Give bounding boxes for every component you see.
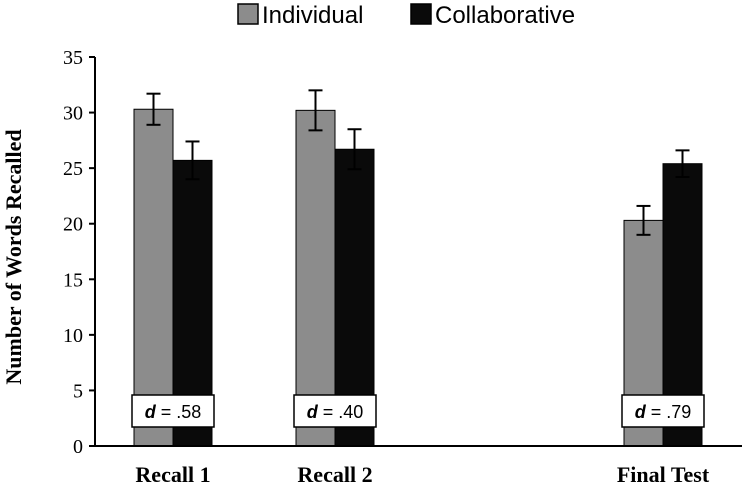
bars [133, 108, 703, 447]
legend: Individual Collaborative [237, 2, 575, 29]
y-tick-label: 15 [63, 269, 83, 291]
y-tick-label: 0 [73, 436, 83, 458]
y-tick-label: 5 [73, 380, 83, 402]
legend-label-collaborative: Collaborative [435, 2, 575, 29]
x-category-label: Recall 1 [135, 462, 210, 487]
effect-size-symbol: d [307, 402, 319, 422]
x-category-label: Recall 2 [297, 462, 372, 487]
y-tick-label: 25 [63, 158, 83, 180]
effect-size-label: d = .58 [145, 402, 202, 422]
legend-swatch-collaborative [410, 3, 432, 25]
bar-individual-recall-1 [133, 108, 174, 447]
y-axis-label: Number of Words Recalled [1, 129, 26, 384]
y-tick-label: 20 [63, 214, 83, 236]
effect-size-label: d = .40 [307, 402, 364, 422]
effect-size-box [131, 394, 215, 428]
x-category-label: Final Test [617, 462, 710, 487]
effect-size-symbol: d [635, 402, 647, 422]
effect-size-box [621, 394, 705, 428]
effect-size-box [293, 394, 377, 428]
x-axis-labels: Recall 1 Recall 2 Final Test [135, 462, 709, 487]
effect-size-annotations: d = .58 d = .40 d = .79 [131, 394, 705, 428]
y-axis-ticks: 0 5 10 15 20 25 30 35 [63, 47, 95, 458]
effect-size-label: d = .79 [635, 402, 692, 422]
y-tick-label: 10 [63, 325, 83, 347]
legend-label-individual: Individual [262, 2, 363, 29]
error-bars [146, 89, 690, 236]
effect-size-value: = .58 [156, 402, 202, 422]
legend-swatch-individual [237, 3, 259, 25]
effect-size-value: = .79 [646, 402, 692, 422]
y-tick-label: 35 [63, 47, 83, 69]
effect-size-value: = .40 [318, 402, 364, 422]
effect-size-symbol: d [145, 402, 157, 422]
y-tick-label: 30 [63, 103, 83, 125]
